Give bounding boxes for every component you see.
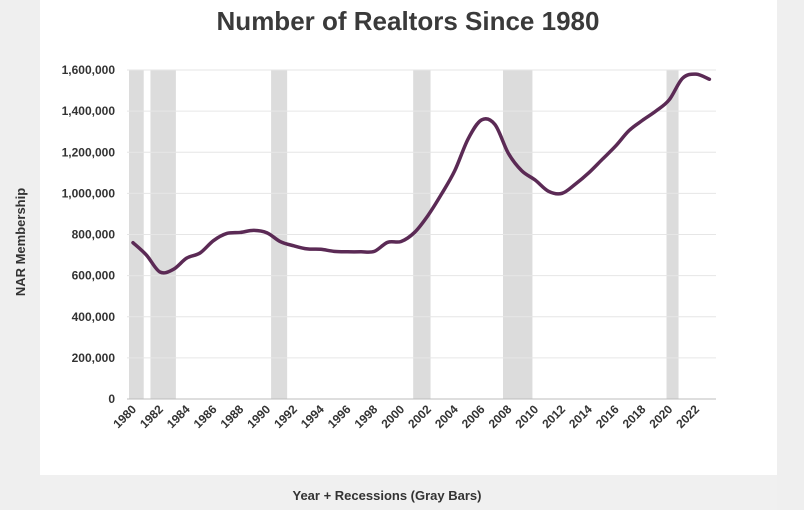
x-tick-label: 2010 xyxy=(512,402,541,431)
y-tick-label: 1,400,000 xyxy=(62,104,116,118)
y-tick-label: 400,000 xyxy=(72,310,116,324)
x-tick-label: 2014 xyxy=(566,402,595,431)
y-tick-label: 1,200,000 xyxy=(62,145,116,159)
x-axis-label-strip xyxy=(40,475,777,510)
x-tick-label: 2022 xyxy=(673,402,702,431)
x-tick-label: 1982 xyxy=(137,402,166,431)
x-tick-label: 1988 xyxy=(218,402,247,431)
x-tick-label: 2020 xyxy=(647,402,676,431)
x-tick-label: 2012 xyxy=(539,402,568,431)
x-tick-label: 2006 xyxy=(459,402,488,431)
y-axis-ticks: 0 200,000 400,000 600,000 800,000 1,000,000 1,… xyxy=(62,63,116,406)
y-tick-label: 1,000,000 xyxy=(62,186,116,200)
x-axis-ticks: 1980198219841986198819901992199419961998… xyxy=(110,402,702,431)
x-tick-label: 2000 xyxy=(378,402,407,431)
x-tick-label: 1994 xyxy=(298,402,327,431)
x-tick-label: 2004 xyxy=(432,402,461,431)
y-tick-label: 800,000 xyxy=(72,228,116,242)
x-tick-label: 1986 xyxy=(191,402,220,431)
x-tick-label: 2018 xyxy=(620,402,649,431)
x-tick-label: 1992 xyxy=(271,402,300,431)
series-lines xyxy=(131,72,712,275)
y-tick-label: 600,000 xyxy=(72,269,116,283)
x-tick-label: 1998 xyxy=(352,402,381,431)
x-tick-label: 2008 xyxy=(486,402,515,431)
x-tick-label: 2016 xyxy=(593,402,622,431)
y-tick-label: 200,000 xyxy=(72,351,116,365)
x-tick-label: 2002 xyxy=(405,402,434,431)
y-tick-label: 0 xyxy=(108,392,115,406)
chart-title: Number of Realtors Since 1980 xyxy=(217,6,600,36)
x-tick-label: 1980 xyxy=(110,402,139,431)
y-tick-label: 1,600,000 xyxy=(62,63,116,77)
series-line xyxy=(131,72,712,275)
x-tick-label: 1990 xyxy=(244,402,273,431)
x-axis-label: Year + Recessions (Gray Bars) xyxy=(293,488,482,503)
x-tick-label: 1996 xyxy=(325,402,354,431)
y-axis-label: NAR Membership xyxy=(13,188,28,296)
x-tick-label: 1984 xyxy=(164,402,193,431)
